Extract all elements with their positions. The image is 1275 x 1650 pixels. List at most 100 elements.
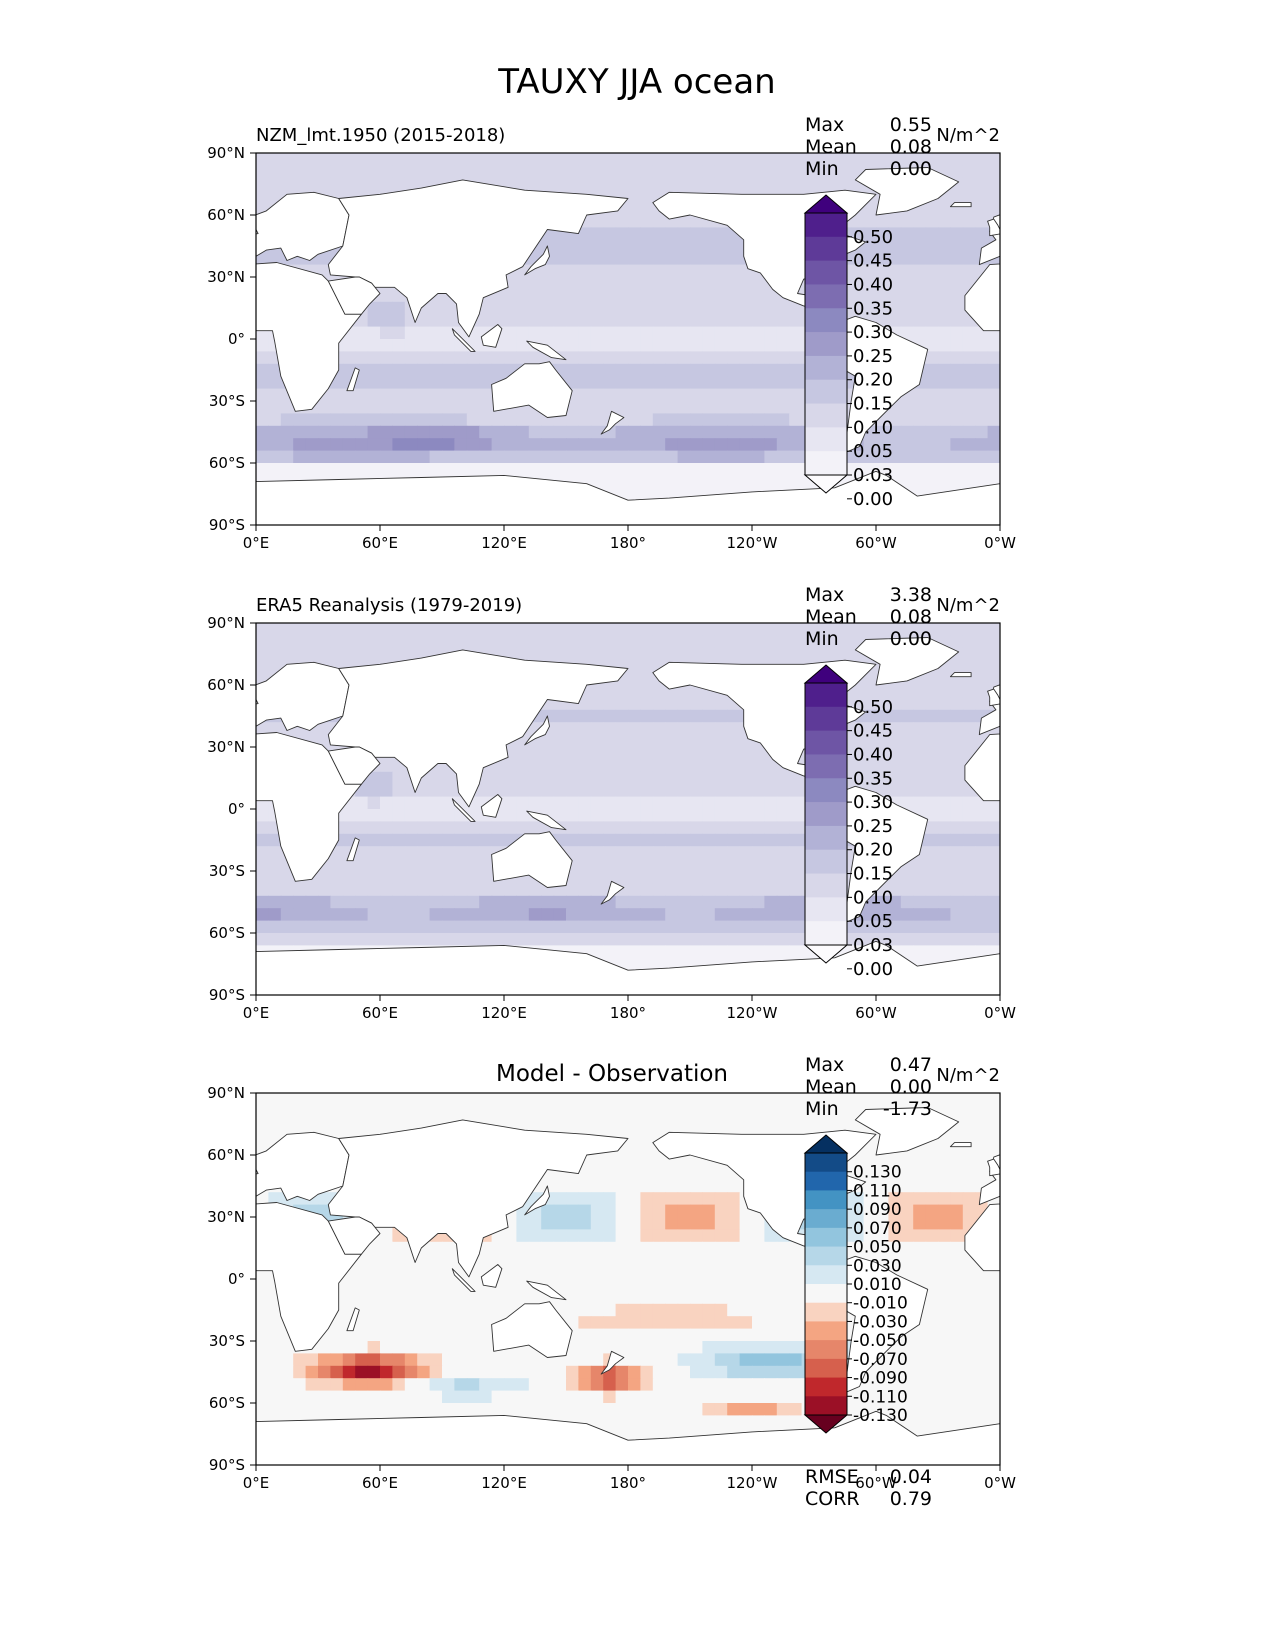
field-cell: [690, 623, 703, 636]
field-cell: [293, 933, 307, 946]
field-cell: [752, 833, 765, 847]
field-cell: [665, 846, 679, 860]
field-cell: [752, 289, 765, 303]
field-cell: [876, 277, 889, 290]
field-cell: [479, 771, 493, 785]
field-cell: [330, 401, 344, 414]
field-cell: [355, 796, 369, 810]
field-cell: [504, 796, 517, 810]
field-cell: [863, 450, 877, 464]
field-cell: [776, 1303, 790, 1317]
field-cell: [578, 1266, 592, 1280]
field-cell: [256, 1117, 269, 1131]
field-cell: [727, 883, 741, 897]
field-cell: [962, 153, 976, 166]
field-cell: [727, 314, 741, 328]
field-cell: [504, 809, 517, 822]
field-cell: [566, 821, 579, 835]
field-cell: [429, 376, 443, 390]
field-cell: [752, 376, 765, 390]
field-cell: [466, 1291, 480, 1305]
field-cell: [888, 239, 902, 253]
field-cell: [888, 933, 902, 946]
field-cell: [665, 1105, 679, 1119]
field-cell: [541, 425, 555, 439]
field-cell: [714, 623, 728, 636]
field-cell: [417, 635, 431, 649]
field-cell: [280, 647, 294, 661]
field-cell: [640, 425, 654, 439]
x-tick-label: 60°W: [855, 1004, 897, 1022]
field-cell: [516, 277, 530, 290]
field-cell: [789, 933, 803, 946]
field-cell: [603, 722, 617, 736]
field-cell: [256, 363, 269, 377]
field-cell: [305, 438, 319, 452]
field-cell: [652, 289, 666, 303]
field-cell: [714, 933, 728, 946]
field-cell: [318, 920, 331, 934]
field-cell: [528, 821, 542, 835]
field-cell: [789, 1254, 803, 1268]
field-cell: [615, 1179, 629, 1193]
field-cell: [702, 833, 716, 847]
field-cell: [442, 920, 455, 934]
field-cell: [454, 388, 468, 402]
field-cell: [429, 413, 443, 427]
field-cell: [330, 1117, 344, 1131]
field-cell: [628, 1093, 641, 1106]
continent-japan: [524, 245, 550, 276]
field-cell: [962, 227, 976, 241]
field-cell: [665, 425, 679, 439]
x-tick-label: 60°E: [362, 1004, 398, 1022]
field-cell: [925, 363, 939, 377]
field-cell: [417, 1303, 431, 1317]
field-cell: [938, 1316, 951, 1330]
field-cell: [305, 647, 319, 661]
field-cell: [615, 1167, 629, 1181]
field-cell: [640, 339, 654, 352]
field-cell: [913, 871, 927, 884]
field-cell: [764, 289, 778, 303]
field-cell: [553, 425, 567, 439]
field-cell: [566, 1192, 579, 1206]
field-cell: [590, 784, 604, 798]
field-cell: [690, 1303, 703, 1317]
field-cell: [690, 821, 703, 835]
continent-africa: [256, 262, 362, 412]
field-cell: [380, 463, 393, 476]
field-cell: [541, 920, 555, 934]
field-cell: [429, 1093, 443, 1106]
field-cell: [590, 438, 604, 452]
field-cell: [640, 401, 654, 414]
field-cell: [590, 376, 604, 390]
field-cell: [863, 202, 877, 216]
field-cell: [566, 647, 579, 661]
field-cell: [528, 747, 542, 760]
field-cell: [900, 1254, 914, 1268]
field-cell: [677, 747, 691, 760]
field-cell: [752, 635, 765, 649]
continent-new-guinea: [526, 810, 567, 831]
field-cell: [628, 623, 641, 636]
field-cell: [442, 846, 455, 860]
field-cell: [479, 376, 493, 390]
field-cell: [714, 326, 728, 340]
field-cell: [553, 463, 567, 476]
field-cell: [652, 796, 666, 810]
field-cell: [652, 1229, 666, 1243]
field-cell: [925, 153, 939, 166]
field-cell: [714, 895, 728, 909]
field-cell: [950, 215, 964, 228]
field-cell: [714, 771, 728, 785]
field-cell: [566, 809, 579, 822]
field-cell: [566, 463, 579, 476]
field-cell: [442, 326, 455, 340]
field-cell: [466, 1303, 480, 1317]
field-cell: [690, 277, 703, 290]
field-cell: [541, 784, 555, 798]
field-cell: [603, 1179, 617, 1193]
field-cell: [342, 351, 356, 365]
field-cell: [677, 277, 691, 290]
field-cell: [640, 1105, 654, 1119]
